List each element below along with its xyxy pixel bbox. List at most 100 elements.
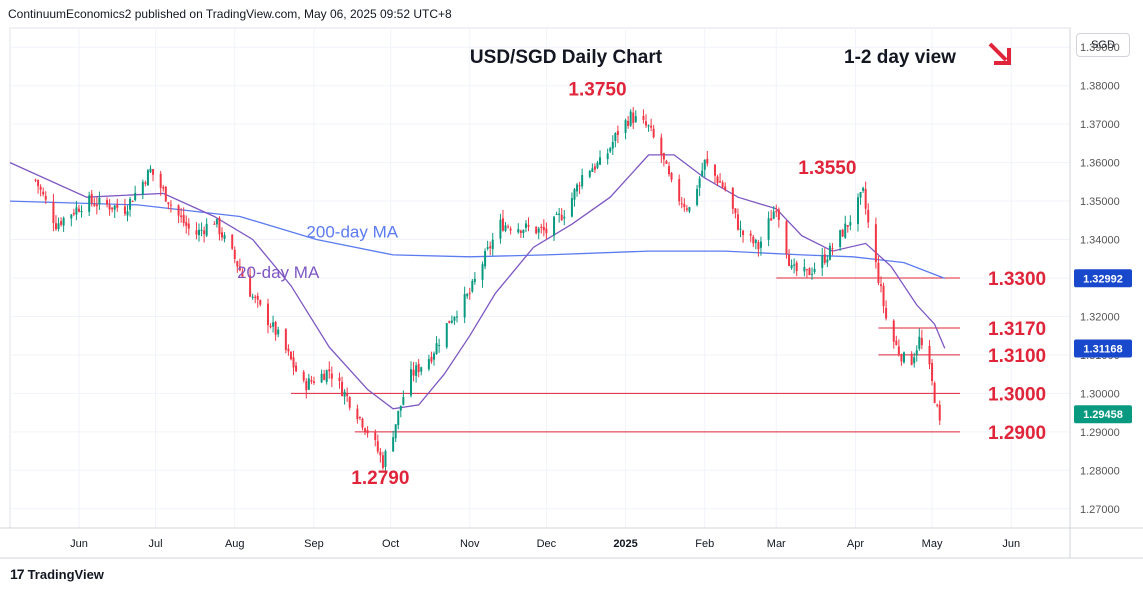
candle-body xyxy=(670,172,673,180)
candle-body xyxy=(573,189,576,200)
candle-body xyxy=(198,229,201,236)
candle-body xyxy=(535,226,538,234)
candle-body xyxy=(330,373,333,379)
candle-body xyxy=(289,351,292,360)
currency-badge[interactable]: SGD xyxy=(1076,33,1130,57)
candle-body xyxy=(831,248,834,250)
candle-body xyxy=(152,169,155,175)
candle-body xyxy=(231,234,234,249)
candle-body xyxy=(826,259,829,263)
tradingview-brand: TradingView xyxy=(27,566,104,582)
candle-body xyxy=(524,223,527,228)
chart-subtitle: 1-2 day view xyxy=(844,47,956,68)
candle-body xyxy=(195,230,198,235)
candle-body xyxy=(348,397,351,408)
candle-body xyxy=(749,233,752,236)
candle-body xyxy=(54,223,57,230)
candle-body xyxy=(757,242,760,250)
candle-body xyxy=(527,225,530,227)
candle-body xyxy=(346,393,349,396)
candle-body xyxy=(808,268,811,276)
x-tick-label: Sep xyxy=(304,538,324,550)
candle-body xyxy=(328,369,331,372)
candle-body xyxy=(785,221,788,255)
candle-body xyxy=(358,417,361,419)
candle-body xyxy=(563,216,566,219)
price-badges: 1.32992 1.31168 1.29458 xyxy=(1074,269,1132,424)
candle-body xyxy=(484,251,487,267)
candle-body xyxy=(936,404,939,406)
x-tick-label: Feb xyxy=(695,538,714,550)
candle-body xyxy=(501,218,504,231)
candle-body xyxy=(913,357,916,364)
candle-body xyxy=(236,261,239,267)
candle-body xyxy=(645,121,647,126)
candle-body xyxy=(821,255,824,268)
candle-body xyxy=(795,262,798,272)
candle-body xyxy=(77,208,80,212)
candle-body xyxy=(849,222,852,226)
candle-body xyxy=(162,187,165,189)
candle-body xyxy=(915,350,918,356)
candle-body xyxy=(588,170,591,177)
candle-body xyxy=(269,325,272,328)
candle-body xyxy=(272,322,275,327)
candle-body xyxy=(688,207,691,212)
candle-body xyxy=(698,178,701,188)
candle-body xyxy=(433,353,435,360)
candle-body xyxy=(379,451,382,456)
candle-body xyxy=(57,223,60,230)
axes: 1.39000 1.38000 1.37000 1.36000 1.35000 1.340… xyxy=(0,28,1143,559)
candle-body xyxy=(867,209,870,223)
candle-body xyxy=(844,223,847,238)
candle-body xyxy=(392,437,395,452)
chart-title: USD/SGD Daily Chart xyxy=(470,47,663,68)
candle-body xyxy=(931,363,934,382)
moving-averages xyxy=(9,154,946,410)
candle-body xyxy=(427,359,430,370)
candle-body xyxy=(752,236,755,244)
candle-body xyxy=(52,201,55,223)
y-tick-label: 1.28000 xyxy=(1080,465,1120,477)
level-lines xyxy=(290,277,960,433)
candle-body xyxy=(629,111,632,126)
candle-body xyxy=(471,280,474,292)
candle-body xyxy=(410,369,413,396)
candle-body xyxy=(788,255,791,266)
arrow-down-right-icon xyxy=(988,42,1011,65)
y-tick-label: 1.30000 xyxy=(1080,388,1120,400)
candle-body xyxy=(611,141,614,149)
x-tick-label: Jun xyxy=(70,538,88,550)
candle-body xyxy=(223,235,226,239)
candle-body xyxy=(169,204,172,206)
candle-body xyxy=(295,365,298,372)
candle-body xyxy=(570,198,573,217)
y-tick-label: 1.37000 xyxy=(1080,119,1120,131)
candle-body xyxy=(803,266,806,272)
candle-body xyxy=(305,381,308,391)
candle-body xyxy=(453,316,456,321)
y-tick-label: 1.36000 xyxy=(1080,158,1120,170)
annotations: 1.3300 1.3170 1.3100 1.3000 1.2900 USD/SGD Da… xyxy=(237,42,1046,489)
candle-body xyxy=(307,378,310,390)
candle-body xyxy=(75,207,78,215)
candle-body xyxy=(481,264,484,280)
candle-body xyxy=(857,197,859,224)
candle-body xyxy=(902,352,905,363)
candle-body xyxy=(412,369,415,376)
candle-body xyxy=(892,320,895,342)
arrow-head xyxy=(994,48,1011,65)
candle-body xyxy=(933,382,936,403)
price-badge-bg xyxy=(1074,339,1132,358)
tradingview-logo[interactable]: 17 TradingView xyxy=(10,566,104,582)
candle-body xyxy=(238,266,241,271)
candle-body xyxy=(938,404,941,421)
candle-body xyxy=(213,223,216,225)
candle-body xyxy=(736,214,739,230)
candle-body xyxy=(642,116,645,120)
candle-body xyxy=(233,249,236,259)
candle-body xyxy=(719,181,722,183)
candle-body xyxy=(361,418,364,428)
candle-body xyxy=(897,346,900,355)
